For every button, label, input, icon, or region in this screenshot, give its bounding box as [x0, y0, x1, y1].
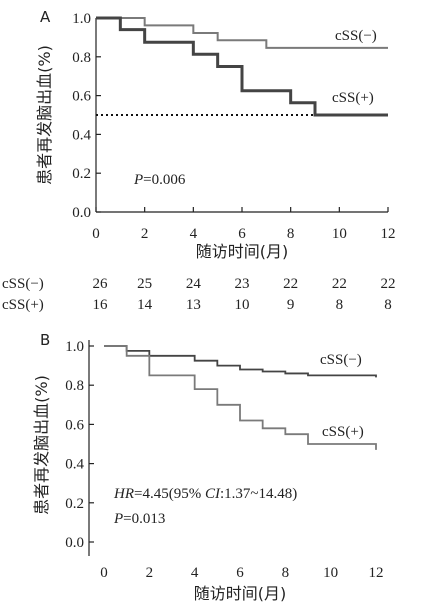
- y-tick-label: 0.0: [65, 535, 84, 551]
- y-tick-label: 0.4: [72, 127, 91, 143]
- risk-count: 22: [283, 276, 298, 292]
- x-tick-label: 10: [323, 565, 338, 581]
- y-tick-label: 0.0: [72, 205, 91, 221]
- panel-b: B 患者再发脑出血(%) 0.0 0.2 0.4 0.6 0.8 1.0 0 2 4 6 8 10 1…: [32, 331, 384, 603]
- risk-count: 25: [137, 276, 152, 292]
- x-tick-label: 2: [146, 565, 154, 581]
- risk-row-label-css-pos: cSS(+): [2, 297, 44, 313]
- panel-b-series: [104, 345, 377, 450]
- x-tick-label: 6: [238, 226, 246, 242]
- panel-a-p-annotation: P=0.006: [133, 172, 186, 188]
- panel-a-label: A: [40, 8, 51, 26]
- km-curve-css-pos: [104, 345, 377, 450]
- x-tick-label: 4: [191, 565, 199, 581]
- panel-a-series: [96, 16, 388, 117]
- y-tick-label: 0.8: [72, 50, 91, 66]
- y-tick-label: 0.2: [72, 166, 91, 182]
- y-tick-label: 0.4: [65, 457, 84, 473]
- x-tick-label: 2: [141, 226, 149, 242]
- panel-b-y-axis-title: 患者再发脑出血(%): [32, 375, 51, 515]
- risk-count: 16: [93, 297, 109, 313]
- x-tick-label: 8: [282, 565, 290, 581]
- panel-b-legend-css-neg: cSS(−): [320, 352, 362, 368]
- panel-b-x-axis-title: 随访时间(月): [194, 584, 287, 603]
- panel-a-risk-table: cSS(−) cSS(+) 26 25 24 23 22 22 22 16 14 13 10 9 8 8: [2, 276, 396, 313]
- x-tick-label: 6: [236, 565, 244, 581]
- x-tick-label: 0: [92, 226, 100, 242]
- y-tick-label: 0.6: [72, 89, 91, 105]
- risk-count: 22: [381, 276, 396, 292]
- km-curve-css-pos: [96, 16, 388, 117]
- panel-a: A 患者再发脑出血(%) 0.00.20.40.60.81.0 0 2 4 6 8 10 1…: [2, 8, 396, 313]
- risk-count: 10: [235, 297, 250, 313]
- y-tick-label: 0.6: [65, 417, 84, 433]
- panel-b-x-ticks: 0 2 4 6 8 10 12: [100, 565, 383, 581]
- risk-row-label-css-neg: cSS(−): [2, 276, 44, 292]
- panel-a-legend-css-pos: cSS(+): [332, 90, 374, 106]
- x-tick-label: 4: [190, 226, 198, 242]
- risk-count: 8: [336, 297, 344, 313]
- risk-count: 22: [332, 276, 347, 292]
- x-tick-label: 0: [100, 565, 108, 581]
- y-tick-label: 1.0: [65, 339, 84, 355]
- risk-count: 14: [137, 297, 153, 313]
- panel-a-x-ticks: 0 2 4 6 8 10 12: [92, 207, 396, 242]
- panel-b-label: B: [40, 331, 50, 349]
- y-tick-label: 1.0: [72, 11, 91, 27]
- panel-a-y-ticks: 0.0 0.2 0.4 0.6 0.8 1.0: [72, 11, 101, 221]
- x-tick-label: 8: [287, 226, 295, 242]
- km-curve-css-neg: [104, 345, 377, 378]
- panel-b-hr-annotation: HR=4.45(95% CI:1.37~14.48): [113, 486, 297, 502]
- risk-count: 8: [384, 297, 392, 313]
- km-curve-css-neg: [96, 17, 388, 49]
- x-tick-label: 12: [381, 226, 396, 242]
- risk-count: 24: [186, 276, 202, 292]
- panel-a-x-axis-title: 随访时间(月): [196, 242, 289, 261]
- panel-b-plot: 0.0 0.2 0.4 0.6 0.8 1.0 0 2 4 6 8 10 12 cSS(−) cSS(…: [65, 339, 383, 581]
- panel-b-p-annotation: P=0.013: [113, 511, 165, 527]
- risk-count: 23: [235, 276, 250, 292]
- y-tick-label: 0.8: [65, 378, 84, 394]
- panel-a-plot: 0.0 0.2 0.4 0.6 0.8 1.0 0 2 4 6 8 10 12 cSS(−) cSS(…: [72, 11, 395, 242]
- risk-count: 9: [287, 297, 295, 313]
- panel-a-y-axis-title: 患者再发脑出血(%): [35, 45, 54, 185]
- risk-count: 26: [93, 276, 109, 292]
- panel-a-legend-css-neg: cSS(−): [335, 28, 377, 44]
- panel-b-y-ticks: 0.0 0.2 0.4 0.6 0.8 1.0: [65, 339, 94, 551]
- x-tick-label: 10: [332, 226, 347, 242]
- y-tick-label: 0.2: [65, 496, 84, 512]
- panel-b-legend-css-pos: cSS(+): [322, 424, 364, 440]
- risk-count: 13: [186, 297, 201, 313]
- x-tick-label: 12: [369, 565, 384, 581]
